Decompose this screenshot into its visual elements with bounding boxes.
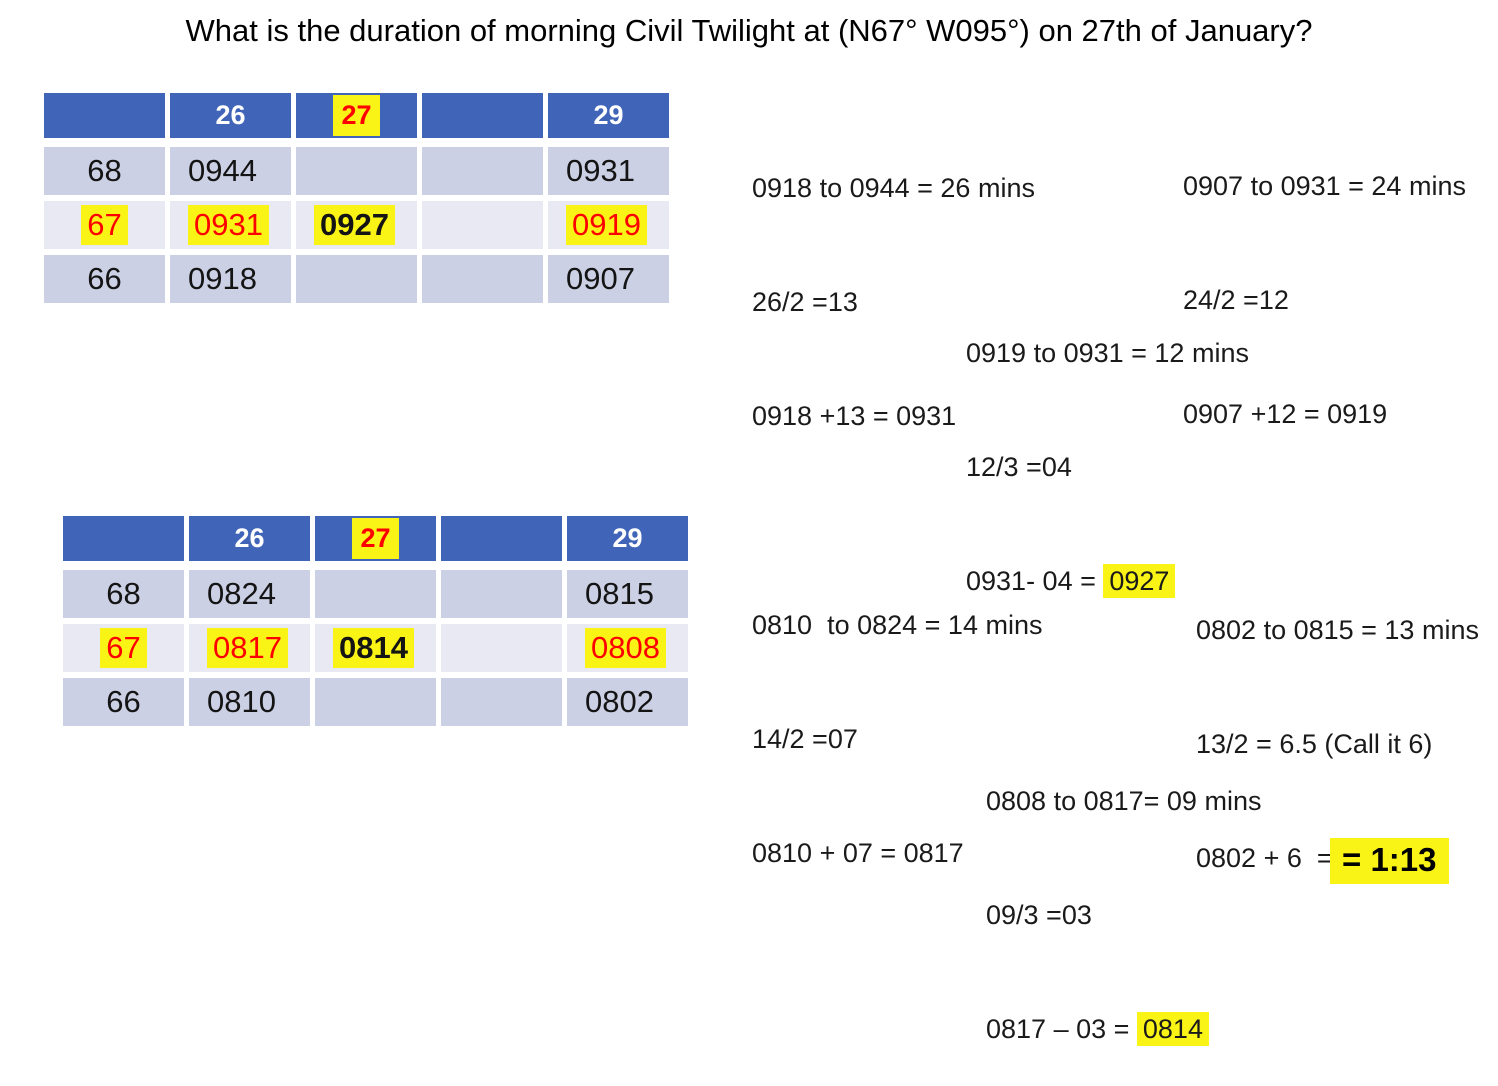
calc-upper-day29: 0907 to 0931 = 24 mins 24/2 =12 0907 +12… <box>1183 91 1466 471</box>
result-duration: = 1:13 <box>1330 838 1449 884</box>
table-cell <box>296 255 417 303</box>
table-cell: 0814 <box>315 624 436 672</box>
table-header-cell: 26 <box>170 93 291 138</box>
calc-line: 0918 +13 = 0931 <box>752 401 957 431</box>
table-header-cell <box>63 516 184 561</box>
table-cell <box>422 201 543 249</box>
calc-lower-day26: 0810 to 0824 = 14 mins 14/2 =07 0810 + 0… <box>752 530 1042 910</box>
calc-line: 0931- 04 = 0927 <box>966 562 1249 600</box>
highlight-mark: 67 <box>100 628 147 668</box>
upper-civil-twilight-table: 26 27 29 68 0944 0931 67 0931 0927 0919 … <box>44 93 669 303</box>
table-cell: 67 <box>63 624 184 672</box>
calc-line: 0810 to 0824 = 14 mins <box>752 610 1043 640</box>
calc-line: 0918 to 0944 = 26 mins <box>752 173 1035 203</box>
highlight-mark: 0814 <box>1136 1012 1209 1046</box>
table-cell: 66 <box>44 255 165 303</box>
table-header-cell <box>44 93 165 138</box>
highlight-mark: 0927 <box>314 205 395 245</box>
table-cell: 0817 <box>189 624 310 672</box>
calc-upper-day26: 0918 to 0944 = 26 mins 26/2 =13 0918 +13… <box>752 93 1035 473</box>
highlight-mark: 0919 <box>566 205 647 245</box>
calc-line: 0817 – 03 = 0814 <box>986 1010 1261 1048</box>
table-cell: 0810 <box>189 678 310 726</box>
table-cell <box>422 255 543 303</box>
table-cell: 0931 <box>170 201 291 249</box>
table-header-cell: 29 <box>548 93 669 138</box>
table-header-cell: 27 <box>315 516 436 561</box>
table-cell: 0931 <box>548 147 669 195</box>
calc-line: 12/3 =04 <box>966 452 1072 482</box>
highlight-mark: 27 <box>352 518 399 559</box>
lower-civil-twilight-table: 26 27 29 68 0824 0815 67 0817 0814 0808 … <box>63 516 688 726</box>
highlight-mark: 0814 <box>333 628 414 668</box>
calc-line: 24/2 =12 <box>1183 285 1289 315</box>
table-cell <box>296 147 417 195</box>
table-cell: 0907 <box>548 255 669 303</box>
table-cell <box>315 570 436 618</box>
calc-line: 0907 to 0931 = 24 mins <box>1183 171 1466 201</box>
calc-line: 26/2 =13 <box>752 287 858 317</box>
calc-line: 09/3 =03 <box>986 900 1092 930</box>
table-cell: 0802 <box>567 678 688 726</box>
table-cell <box>441 624 562 672</box>
table-cell: 68 <box>63 570 184 618</box>
calc-lower-date-interp: 0808 to 0817= 09 mins 09/3 =03 0817 – 03… <box>986 706 1261 1086</box>
table-cell: 68 <box>44 147 165 195</box>
table-cell: 0815 <box>567 570 688 618</box>
table-header-cell: 29 <box>567 516 688 561</box>
calc-line: 0802 to 0815 = 13 mins <box>1196 615 1479 645</box>
highlight-mark: 0808 <box>585 628 666 668</box>
table-cell <box>422 147 543 195</box>
highlight-mark: 0927 <box>1103 564 1176 598</box>
calc-upper-date-interp: 0919 to 0931 = 12 mins 12/3 =04 0931- 04… <box>966 258 1249 638</box>
calc-line: 0808 to 0817= 09 mins <box>986 786 1262 816</box>
calc-line: 13/2 = 6.5 (Call it 6) <box>1196 729 1433 759</box>
table-header-cell <box>422 93 543 138</box>
highlight-mark: 67 <box>81 205 128 245</box>
calc-line: 14/2 =07 <box>752 724 858 754</box>
table-cell <box>441 570 562 618</box>
highlight-mark: 0817 <box>207 628 288 668</box>
table-header-cell: 27 <box>296 93 417 138</box>
table-cell: 0927 <box>296 201 417 249</box>
table-cell: 0944 <box>170 147 291 195</box>
table-cell: 0808 <box>567 624 688 672</box>
calc-line: 0907 +12 = 0919 <box>1183 399 1388 429</box>
table-cell: 66 <box>63 678 184 726</box>
table-cell: 0824 <box>189 570 310 618</box>
page-title: What is the duration of morning Civil Tw… <box>185 13 1313 48</box>
calc-line: 0810 + 07 = 0817 <box>752 838 964 868</box>
table-header-cell <box>441 516 562 561</box>
table-cell: 67 <box>44 201 165 249</box>
highlight-mark: 27 <box>333 95 380 136</box>
table-cell <box>441 678 562 726</box>
calc-lower-day29: 0802 to 0815 = 13 mins 13/2 = 6.5 (Call … <box>1196 535 1479 915</box>
table-cell: 0919 <box>548 201 669 249</box>
table-cell <box>315 678 436 726</box>
highlight-mark: 0931 <box>188 205 269 245</box>
table-header-cell: 26 <box>189 516 310 561</box>
table-cell: 0918 <box>170 255 291 303</box>
calc-line: 0919 to 0931 = 12 mins <box>966 338 1249 368</box>
